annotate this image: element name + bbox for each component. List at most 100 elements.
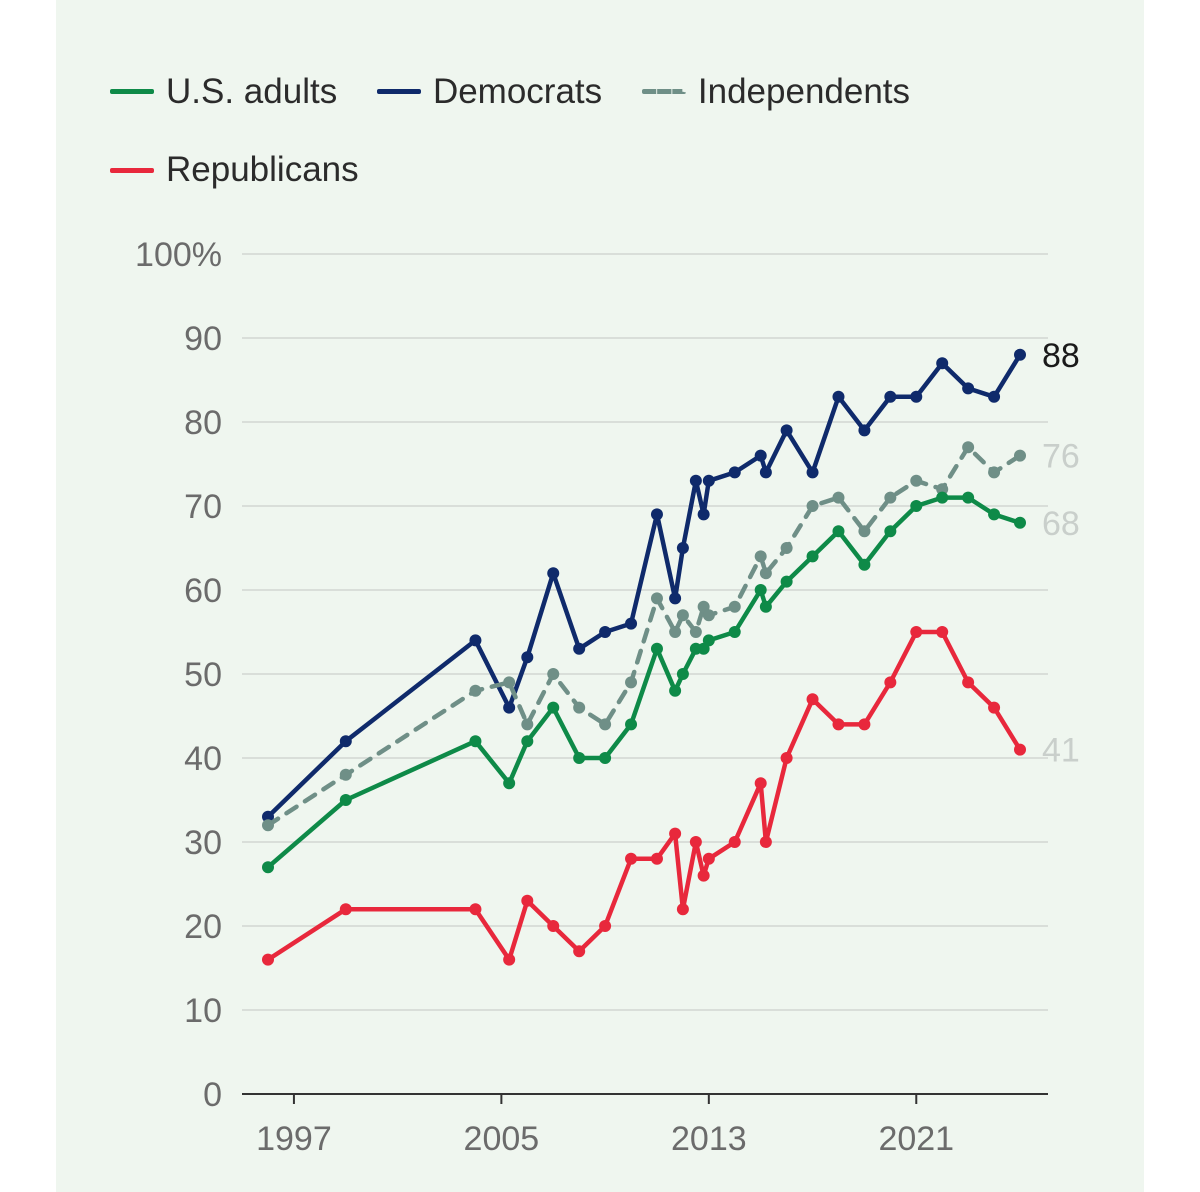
data-point-independents — [1014, 449, 1026, 462]
data-point-u-s-adults — [806, 550, 819, 563]
data-point-democrats — [262, 810, 274, 823]
data-point-u-s-adults — [1014, 516, 1026, 529]
end-label-u-s-adults: 68 — [1042, 505, 1080, 543]
x-tick-label: 2005 — [464, 1120, 540, 1158]
data-point-u-s-adults — [728, 626, 741, 638]
data-point-u-s-adults — [884, 525, 897, 538]
y-tick-label: 100% — [135, 236, 222, 274]
data-point-democrats — [573, 642, 586, 655]
series-lines — [262, 348, 1026, 966]
data-point-u-s-adults — [262, 861, 274, 874]
data-point-republicans — [910, 626, 923, 638]
data-point-u-s-adults — [858, 558, 871, 571]
data-point-democrats — [910, 390, 923, 403]
data-point-u-s-adults — [754, 584, 767, 596]
data-point-u-s-adults — [759, 600, 772, 613]
data-point-democrats — [1014, 348, 1026, 361]
data-point-democrats — [676, 542, 689, 554]
data-point-independents — [806, 500, 819, 512]
data-point-independents — [962, 441, 975, 454]
series-line-u-s-adults — [265, 495, 1023, 870]
legend-item-democrats: Democrats — [376, 57, 603, 127]
data-point-independents — [832, 491, 845, 504]
data-point-independents — [547, 668, 560, 680]
legend-item-us-adults: U.S. adults — [110, 57, 337, 127]
data-point-independents — [884, 491, 897, 504]
chart-panel — [56, 0, 1144, 1192]
y-axis-ticks: 0 10 20 30 40 50 60 70 80 90 100% — [135, 236, 222, 1114]
grid — [242, 253, 1048, 1095]
data-point-democrats — [669, 592, 682, 605]
x-tick-label: 2013 — [671, 1120, 747, 1158]
data-point-u-s-adults — [625, 718, 638, 731]
data-point-independents — [858, 525, 871, 538]
data-point-u-s-adults — [988, 508, 1001, 521]
data-point-independents — [988, 466, 1001, 479]
data-point-republicans — [858, 718, 871, 731]
data-point-democrats — [962, 382, 975, 395]
data-point-republicans — [262, 953, 274, 966]
data-point-independents — [689, 626, 702, 638]
data-point-democrats — [759, 466, 772, 479]
data-point-independents — [469, 684, 482, 697]
data-point-republicans — [469, 903, 482, 916]
data-point-republicans — [339, 903, 352, 916]
data-point-republicans — [780, 752, 793, 764]
series-line-independents — [265, 444, 1023, 828]
data-point-democrats — [339, 735, 352, 748]
legend-swatch-republicans — [110, 167, 154, 173]
x-tick-label: 2021 — [878, 1120, 954, 1158]
data-point-democrats — [625, 617, 638, 630]
legend-label-democrats: Democrats — [432, 71, 603, 111]
data-point-independents — [521, 718, 534, 731]
y-tick-label: 10 — [184, 992, 222, 1030]
data-point-independents — [780, 542, 793, 554]
data-point-democrats — [689, 474, 702, 487]
data-point-democrats — [780, 424, 793, 437]
data-point-independents — [599, 718, 612, 731]
x-axis-ticks: 1997 2005 2013 2021 — [256, 1094, 954, 1158]
data-point-democrats — [936, 357, 949, 370]
data-point-democrats — [884, 390, 897, 403]
data-point-independents — [503, 676, 516, 689]
legend-swatch-independents — [641, 89, 686, 94]
data-point-u-s-adults — [702, 634, 715, 647]
data-point-independents — [910, 474, 923, 487]
data-point-u-s-adults — [832, 525, 845, 538]
data-point-republicans — [832, 718, 845, 731]
data-point-democrats — [858, 424, 871, 437]
data-point-democrats — [988, 390, 1001, 403]
data-point-democrats — [702, 474, 715, 487]
legend-label-independents: Independents — [697, 71, 911, 111]
data-point-democrats — [754, 449, 767, 462]
data-point-republicans — [1014, 743, 1026, 756]
y-tick-label: 30 — [184, 824, 222, 862]
data-point-independents — [754, 550, 767, 563]
data-point-independents — [676, 609, 689, 622]
data-point-democrats — [728, 466, 741, 479]
data-point-independents — [702, 609, 715, 622]
data-point-u-s-adults — [962, 491, 975, 504]
y-tick-label: 70 — [184, 488, 222, 526]
y-tick-label: 80 — [184, 404, 222, 442]
legend-label-us-adults: U.S. adults — [166, 71, 338, 111]
y-tick-label: 20 — [184, 908, 222, 946]
data-point-republicans — [754, 777, 767, 790]
data-point-u-s-adults — [339, 794, 352, 806]
data-point-u-s-adults — [650, 642, 663, 655]
y-tick-label: 60 — [184, 572, 222, 610]
data-point-republicans — [806, 693, 819, 706]
data-point-republicans — [503, 953, 516, 966]
data-point-democrats — [469, 634, 482, 647]
data-point-democrats — [832, 390, 845, 403]
legend-item-independents: Independents — [641, 57, 911, 127]
data-point-u-s-adults — [573, 752, 586, 764]
data-point-u-s-adults — [676, 668, 689, 680]
data-point-u-s-adults — [910, 500, 923, 512]
data-point-independents — [759, 567, 772, 580]
data-point-u-s-adults — [469, 735, 482, 748]
data-point-republicans — [759, 836, 772, 848]
data-point-republicans — [962, 676, 975, 689]
data-point-republicans — [650, 852, 663, 865]
data-point-republicans — [728, 836, 741, 848]
